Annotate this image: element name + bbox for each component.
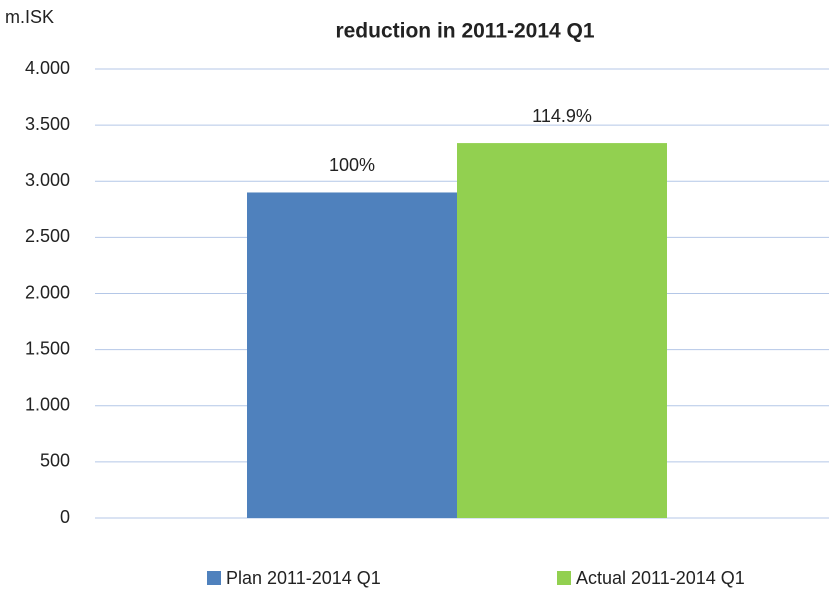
legend-label: Plan 2011-2014 Q1 bbox=[226, 568, 381, 588]
y-tick-label: 2.500 bbox=[25, 226, 70, 246]
chart-title: reduction in 2011-2014 Q1 bbox=[335, 20, 594, 43]
y-tick-label: 3.000 bbox=[25, 170, 70, 190]
y-tick-label: 3.500 bbox=[25, 114, 70, 134]
legend-swatch bbox=[207, 571, 221, 585]
y-tick-label: 4.000 bbox=[25, 58, 70, 78]
y-tick-label: 1.000 bbox=[25, 395, 70, 415]
y-axis-label: m.ISK bbox=[5, 7, 54, 27]
y-tick-label: 0 bbox=[60, 507, 70, 527]
y-tick-label: 1.500 bbox=[25, 338, 70, 358]
bar bbox=[457, 143, 667, 518]
y-tick-label: 500 bbox=[40, 451, 70, 471]
bar bbox=[247, 192, 457, 518]
data-label: 100% bbox=[329, 155, 375, 175]
data-label: 114.9% bbox=[532, 106, 592, 126]
legend-swatch bbox=[557, 571, 571, 585]
legend-label: Actual 2011-2014 Q1 bbox=[576, 568, 745, 588]
y-tick-label: 2.000 bbox=[25, 282, 70, 302]
